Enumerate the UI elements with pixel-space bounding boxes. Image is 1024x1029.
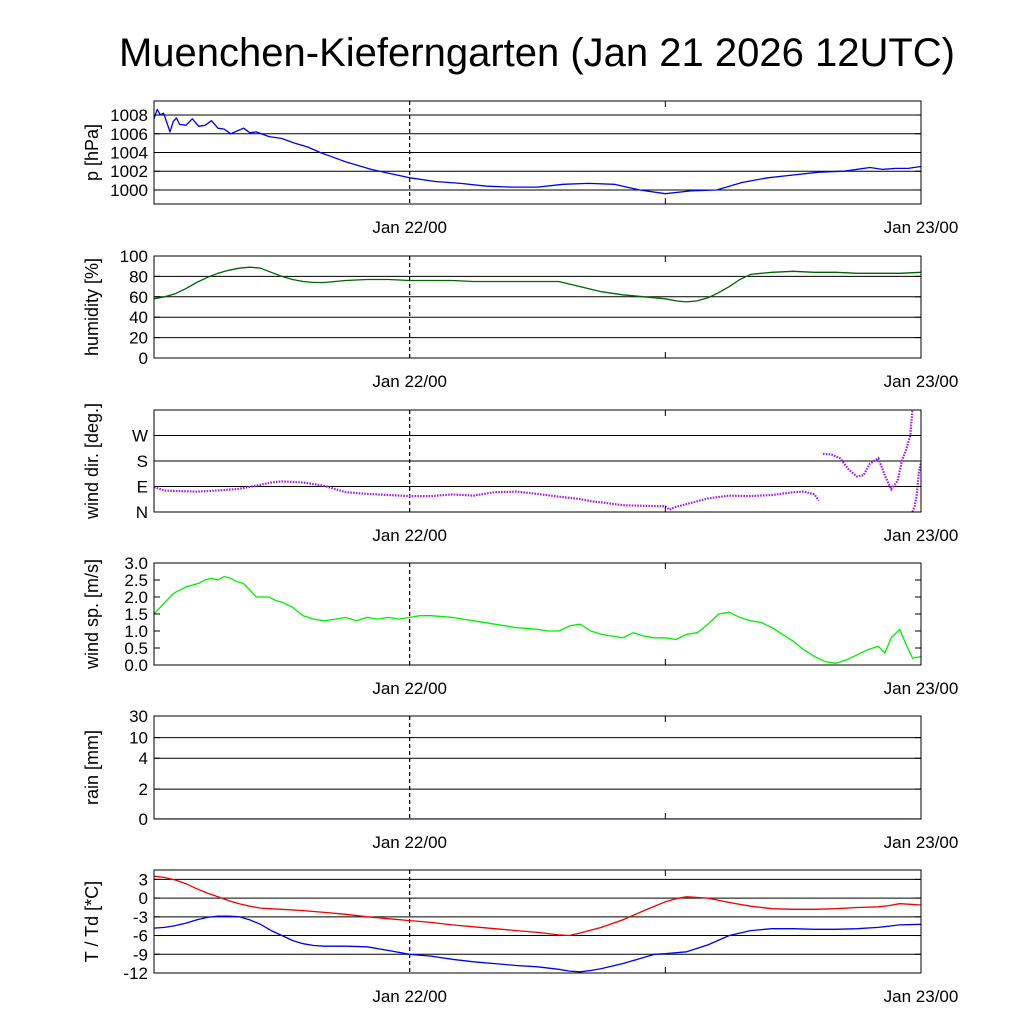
- wind_speed-ytick-label: 0.0: [124, 656, 148, 675]
- temperature-panel: -12-9-6-303 Jan 22/00 Jan 23/00 T / Td [*C]: [82, 869, 959, 1006]
- rain-ytick-label: 10: [129, 729, 148, 748]
- pressure-ytick-label: 1008: [110, 106, 148, 125]
- wind_speed-frame: [153, 562, 922, 666]
- humidity-ytick-label: 100: [120, 247, 148, 266]
- pressure-ytick-label: 1000: [110, 181, 148, 200]
- temperature-ytick-label: 3: [139, 870, 148, 889]
- wind_speed-series-speed: [154, 575, 921, 664]
- wind_direction-series-dir_b: [822, 410, 914, 492]
- wind_direction-ylabel: wind dir. [deg.]: [82, 403, 102, 520]
- rain-panel: 0 2 410 30 Jan 22/00 Jan 23/00 rain [mm]: [82, 707, 958, 852]
- wind_speed-ytick-label: 2.5: [124, 571, 148, 590]
- pressure-ytick-label: 1004: [110, 144, 148, 163]
- wind_direction-xtick-label: Jan 23/00: [884, 526, 959, 545]
- rain-ytick-label: 2: [139, 780, 148, 799]
- rain-xtick-label: Jan 22/00: [372, 833, 447, 852]
- wind_direction-ytick-label: N: [136, 503, 148, 522]
- temperature-frame: [153, 869, 922, 974]
- wind_speed-ytick-label: 2.0: [124, 588, 148, 607]
- wind_speed-ytick-label: 0.5: [124, 639, 148, 658]
- wind_speed-ytick-label: 1.0: [124, 622, 148, 641]
- wind_direction-series-dir_a: [154, 480, 820, 511]
- chart-title: Muenchen-Kieferngarten (Jan 21 2026 12UT…: [119, 31, 955, 75]
- wind_direction-ytick-label: E: [137, 478, 148, 497]
- wind_direction-ytick-label: W: [132, 427, 148, 446]
- humidity-xtick-label: Jan 23/00: [884, 372, 959, 391]
- rain-ytick-label: 0: [139, 810, 148, 829]
- humidity-ytick-label: 20: [129, 329, 148, 348]
- wind_speed-xtick-label: Jan 23/00: [884, 679, 959, 698]
- wind_direction-ytick-label: S: [137, 452, 148, 471]
- pressure-xtick-label: Jan 23/00: [884, 218, 959, 237]
- humidity-ytick-label: 0: [139, 349, 148, 368]
- temperature-series-T: [154, 875, 921, 937]
- pressure-ytick-label: 1006: [110, 125, 148, 144]
- wind_speed-ytick-label: 1.5: [124, 605, 148, 624]
- rain-frame: [153, 715, 922, 820]
- temperature-ytick-label: 0: [139, 889, 148, 908]
- temperature-ytick-label: -12: [123, 964, 148, 983]
- temperature-ytick-label: -3: [133, 908, 148, 927]
- wind_direction-series-dir_c: [911, 462, 921, 512]
- wind_speed-ytick-label: 3.0: [124, 554, 148, 573]
- humidity-ytick-label: 80: [129, 267, 148, 286]
- pressure-series-p: [154, 108, 921, 195]
- temperature-ylabel: T / Td [*C]: [82, 881, 102, 962]
- temperature-ytick-label: -9: [133, 945, 148, 964]
- pressure-xtick-label: Jan 22/00: [372, 218, 447, 237]
- wind_speed-panel: 0.00.51.01.52.02.53.0 Jan 22/00 Jan 23/00 w…: [82, 554, 958, 698]
- humidity-ylabel: humidity [%]: [82, 258, 102, 356]
- temperature-xtick-label: Jan 22/00: [372, 987, 447, 1006]
- humidity-ytick-label: 60: [129, 288, 148, 307]
- pressure-ytick-label: 1002: [110, 162, 148, 181]
- wind_speed-ylabel: wind sp. [m/s]: [82, 559, 102, 670]
- rain-xtick-label: Jan 23/00: [884, 833, 959, 852]
- wind_speed-xtick-label: Jan 22/00: [372, 679, 447, 698]
- humidity-series-humidity: [154, 266, 921, 303]
- wind_direction-xtick-label: Jan 22/00: [372, 526, 447, 545]
- rain-ytick-label: 30: [129, 707, 148, 726]
- temperature-ytick-label: -6: [133, 927, 148, 946]
- humidity-xtick-label: Jan 22/00: [372, 372, 447, 391]
- rain-ylabel: rain [mm]: [82, 730, 102, 805]
- temperature-series-Td: [154, 915, 921, 973]
- rain-ytick-label: 4: [139, 749, 148, 768]
- humidity-ytick-label: 40: [129, 308, 148, 327]
- pressure-ylabel: p [hPa]: [82, 124, 102, 181]
- humidity-frame: [153, 255, 922, 359]
- temperature-xtick-label: Jan 23/00: [884, 987, 959, 1006]
